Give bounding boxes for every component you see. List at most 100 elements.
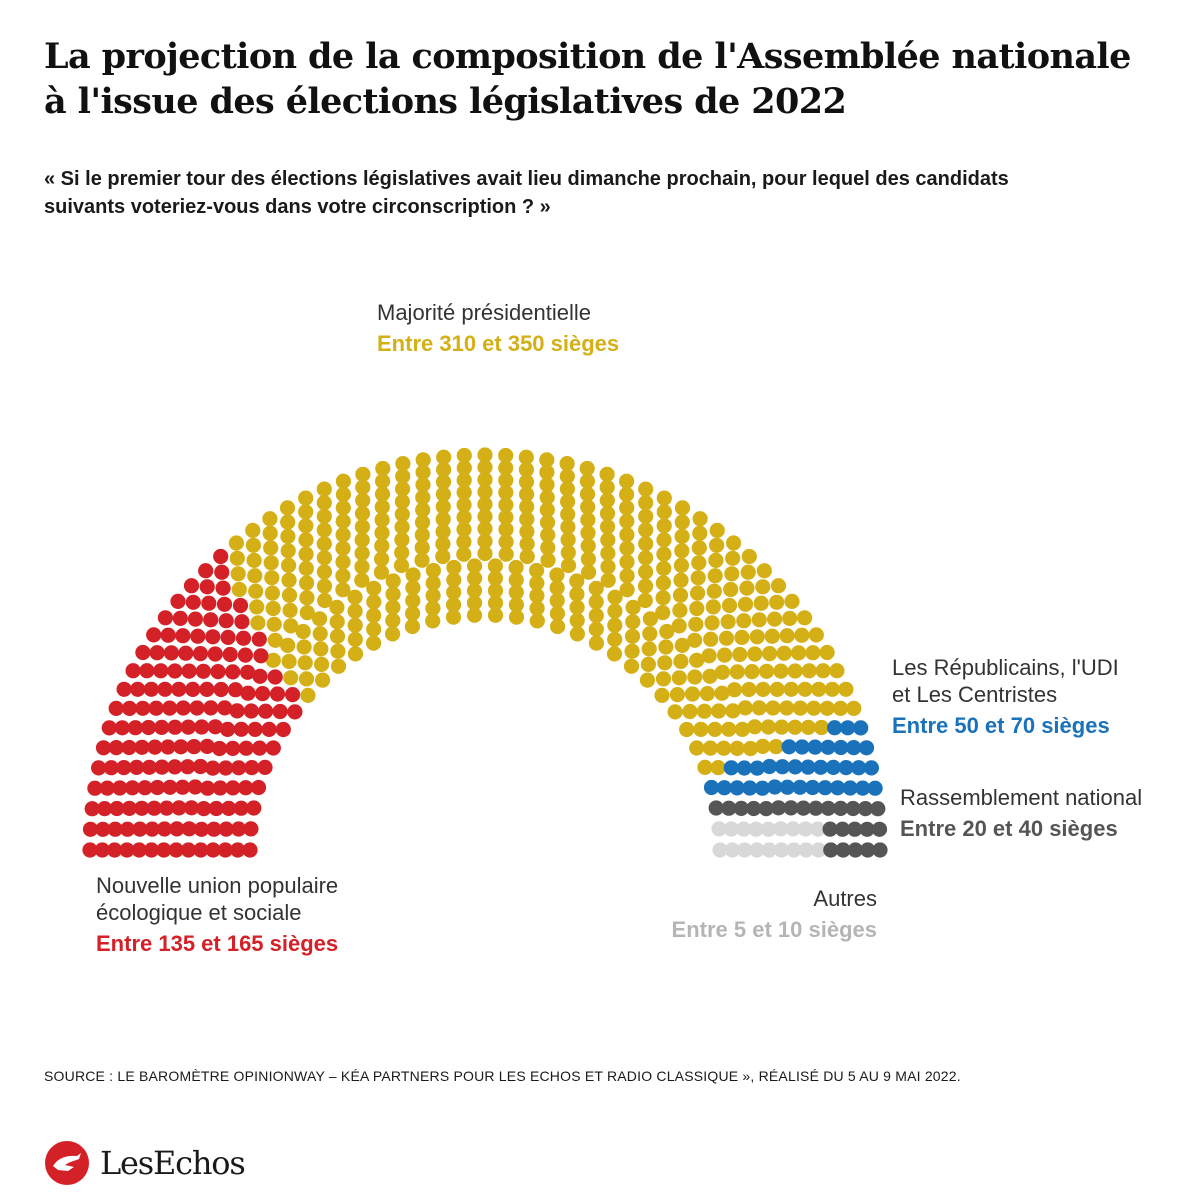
seat-dot-rn (834, 821, 851, 837)
seat-dot-majorite (539, 514, 556, 531)
seat-dot-majorite (560, 494, 576, 510)
seat-dot-majorite (723, 581, 739, 598)
seat-dot-majorite (316, 522, 332, 538)
seat-dot-nupes (146, 627, 162, 643)
seat-dot-autres (724, 842, 740, 858)
seat-dot-nupes (114, 720, 130, 736)
seat-dot-majorite (245, 522, 261, 539)
seat-dot-majorite (732, 646, 748, 663)
seat-dot-majorite (642, 611, 659, 627)
label-lr-udi-range: Entre 50 et 70 sièges (892, 713, 1110, 738)
seat-dot-majorite (569, 586, 585, 602)
seat-dot-majorite (477, 533, 493, 549)
seat-dot-nupes (235, 630, 252, 646)
seat-dot-majorite (599, 505, 616, 522)
seat-dot-majorite (414, 552, 430, 568)
seat-dot-majorite (477, 496, 493, 512)
seat-dot-nupes (141, 759, 157, 775)
seat-dot-nupes (109, 800, 125, 817)
seat-dot-majorite (229, 550, 245, 566)
seat-dot-rn (783, 800, 799, 816)
seat-dot-majorite (518, 462, 535, 478)
seat-dot-nupes (101, 720, 117, 736)
seat-dot-nupes (190, 628, 206, 644)
seat-dot-majorite (656, 532, 672, 548)
seat-dot-nupes (250, 779, 267, 796)
seat-dot-majorite (335, 500, 351, 516)
seat-dot-majorite (776, 645, 792, 661)
seat-dot-majorite (283, 670, 299, 686)
seat-dot-majorite (347, 631, 363, 648)
seat-dot-majorite (329, 614, 345, 630)
seat-dot-nupes (121, 800, 137, 817)
seat-dot-majorite (656, 504, 672, 520)
seat-dot-majorite (702, 740, 719, 756)
seat-dot-majorite (639, 672, 656, 688)
seat-dot-nupes (199, 738, 215, 755)
seat-dot-nupes (193, 842, 209, 858)
seat-dot-majorite (312, 626, 328, 642)
seat-dot-majorite (330, 658, 347, 674)
label-nupes-name-1: Nouvelle union populaire (96, 873, 338, 898)
seat-dot-majorite (295, 623, 311, 640)
seat-dot-majorite (477, 545, 493, 562)
seat-dot-majorite (435, 499, 451, 515)
seat-dot-majorite (709, 522, 725, 539)
seat-dot-majorite (298, 532, 314, 548)
seat-dot-majorite (298, 546, 314, 562)
seat-dot-majorite (638, 495, 654, 511)
seat-dot-majorite (721, 597, 738, 614)
seat-dot-majorite (394, 545, 410, 561)
seat-dot-majorite (435, 474, 452, 490)
seat-dot-majorite (588, 580, 604, 597)
seat-dot-nupes (240, 664, 256, 680)
seat-dot-majorite (539, 502, 555, 518)
seat-dot-majorite (329, 599, 345, 616)
seat-dot-majorite (477, 508, 493, 525)
seat-dot-majorite (560, 545, 576, 561)
seat-dot-majorite (508, 559, 524, 576)
echos-emblem-icon (45, 1141, 89, 1185)
seat-dot-majorite (405, 605, 421, 622)
seat-dot-majorite (569, 626, 586, 642)
seat-dot-rn (795, 800, 812, 816)
seat-dot-majorite (466, 595, 483, 611)
seat-dot-majorite (794, 627, 810, 643)
question-line-1: « Si le premier tour des élections légis… (44, 168, 1009, 190)
seat-dot-majorite (819, 644, 835, 661)
seat-dot-nupes (205, 760, 221, 776)
seat-dot-majorite (673, 572, 689, 588)
seat-dot-nupes (261, 721, 277, 738)
seat-dot-majorite (281, 653, 297, 670)
seat-dot-majorite (394, 532, 410, 548)
seat-dot-rn (746, 800, 762, 817)
seat-dot-nupes (134, 800, 150, 816)
seat-dot-majorite (773, 663, 789, 679)
seat-dot-majorite (559, 481, 576, 497)
seat-dot-majorite (832, 700, 849, 717)
seat-dot-nupes (243, 821, 259, 837)
seat-dot-majorite (600, 545, 616, 561)
seat-dot-nupes (175, 779, 191, 795)
seat-dot-majorite (393, 557, 410, 574)
seat-dot-majorite (366, 635, 382, 651)
seat-dot-majorite (519, 524, 535, 540)
seat-dot-majorite (385, 612, 401, 629)
seat-dot-majorite (498, 447, 514, 464)
seat-dot-majorite (456, 472, 472, 488)
seat-dot-majorite (366, 607, 382, 624)
seat-dot-majorite (246, 552, 262, 569)
seat-dot-majorite (264, 570, 280, 586)
seat-dot-nupes (218, 760, 234, 776)
seat-dot-majorite (740, 564, 756, 580)
seat-dot-majorite (317, 592, 333, 609)
seat-dot-majorite (755, 681, 771, 698)
seat-dot-majorite (281, 572, 297, 588)
seat-dot-majorite (435, 524, 451, 540)
seat-dot-majorite (560, 519, 576, 535)
seat-dot-majorite (693, 721, 709, 738)
les-echos-logo: LesEchos (44, 1138, 246, 1188)
seat-dot-nupes (143, 842, 160, 858)
seat-dot-majorite (456, 546, 472, 562)
